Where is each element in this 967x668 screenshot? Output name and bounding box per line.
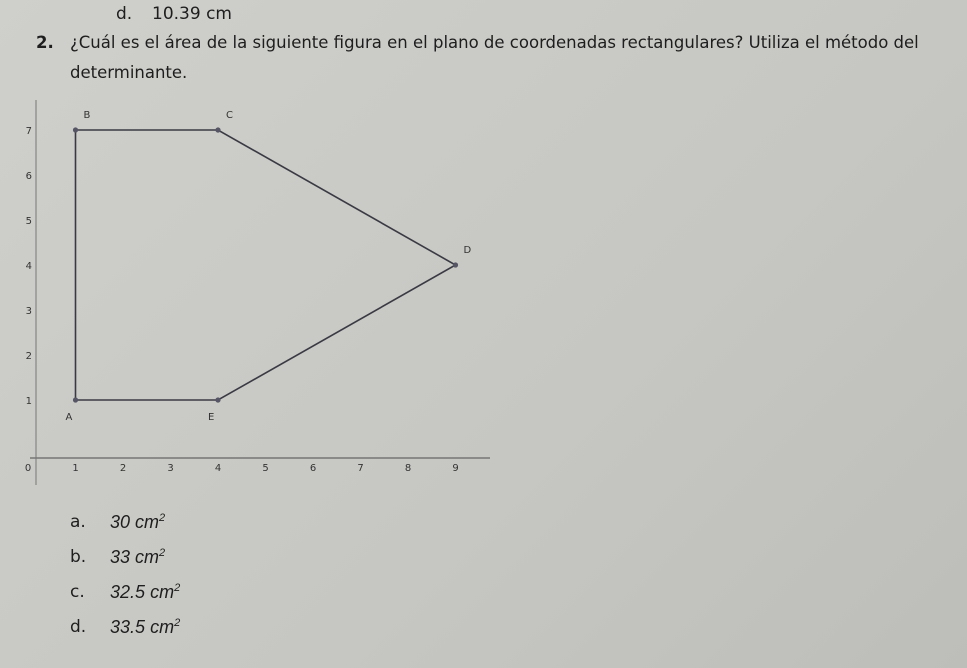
option-exponent: 2 — [174, 617, 181, 629]
previous-letter: d. — [116, 4, 133, 24]
option-number: 32.5 — [110, 582, 146, 602]
option-number: 30 — [110, 512, 131, 532]
x-tick-label: 5 — [262, 463, 268, 474]
question-number: 2. — [36, 33, 54, 52]
option-exponent: 2 — [174, 582, 181, 594]
option-letter: c. — [70, 582, 85, 602]
option-letter: d. — [70, 617, 87, 637]
x-tick-label: 1 — [72, 463, 78, 474]
option-value: 33.5 cm2 — [110, 617, 180, 638]
vertex — [452, 262, 459, 268]
option-number: 33.5 — [110, 617, 146, 637]
vertex-label: A — [66, 412, 73, 423]
vertex-label: E — [208, 412, 214, 423]
option-exponent: 2 — [159, 547, 166, 559]
figure: 0 1 2 3 4 5 6 7 8 9 1 2 3 4 5 6 7 A B C D E — [25, 100, 490, 485]
y-tick-label: 1 — [26, 396, 32, 407]
vertex — [72, 127, 79, 133]
option-value: 30 cm2 — [110, 512, 165, 533]
x-tick-label: 2 — [120, 463, 126, 474]
y-tick-label: 6 — [26, 171, 32, 182]
option-unit: cm — [135, 512, 160, 532]
x-tick-label: 8 — [405, 463, 411, 474]
option-unit: cm — [150, 617, 175, 637]
option-letter: b. — [70, 547, 87, 567]
option-unit: cm — [150, 582, 175, 602]
option-exponent: 2 — [159, 512, 166, 524]
question-text: ¿Cuál es el área de la siguiente figura … — [70, 33, 919, 82]
y-tick-label: 3 — [26, 306, 32, 317]
y-tick-label: 4 — [26, 261, 32, 272]
previous-text: 10.39 cm — [152, 4, 232, 24]
polygon — [74, 129, 458, 401]
option-unit: cm — [135, 547, 160, 567]
x-tick-label: 6 — [310, 463, 316, 474]
x-tick-label: 9 — [452, 463, 458, 474]
x-tick-label: 7 — [357, 463, 363, 474]
vertex-label: D — [464, 245, 472, 256]
vertex-label: C — [226, 110, 233, 121]
option-value: 32.5 cm2 — [110, 582, 180, 603]
x-tick-label: 4 — [215, 463, 221, 474]
x-tick-label: 3 — [167, 463, 173, 474]
option-value: 33 cm2 — [110, 547, 165, 568]
y-tick-label: 2 — [26, 351, 32, 362]
y-tick-label: 7 — [26, 126, 32, 137]
option-number: 33 — [110, 547, 131, 567]
x-tick-label: 0 — [25, 463, 31, 474]
y-tick-label: 5 — [26, 216, 32, 227]
option-letter: a. — [70, 512, 86, 532]
vertex — [215, 397, 221, 403]
vertex — [215, 127, 221, 133]
vertex-label: B — [84, 110, 91, 121]
vertex — [72, 397, 79, 403]
